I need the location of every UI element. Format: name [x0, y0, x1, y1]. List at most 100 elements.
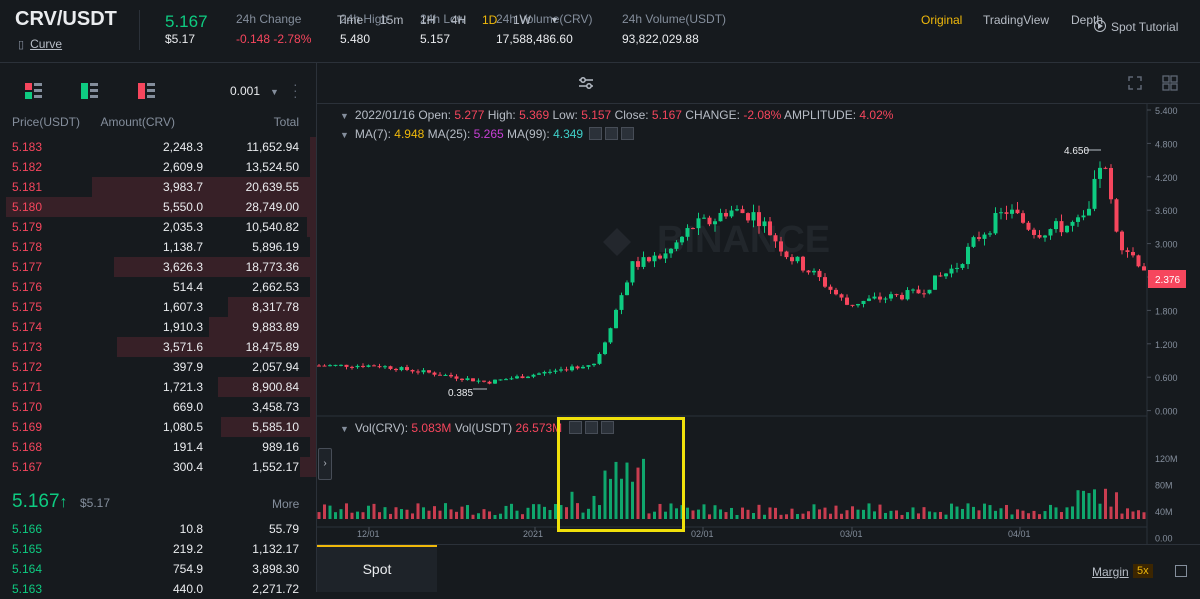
- indicator-settings-icon[interactable]: [605, 127, 619, 140]
- book-icon[interactable]: [1175, 565, 1187, 577]
- view-tradingview[interactable]: TradingView: [983, 13, 1050, 27]
- volume-bar: [889, 510, 893, 519]
- volume-bar: [829, 513, 832, 519]
- hide-indicator-icon[interactable]: [589, 127, 603, 140]
- interval-time[interactable]: Time: [337, 13, 364, 27]
- binance-watermark: BINANCE: [603, 219, 830, 261]
- bid-row[interactable]: 5.164 754.9 3,898.30: [0, 559, 316, 579]
- book-asks-only-icon[interactable]: [138, 83, 156, 99]
- candle-body: [1136, 255, 1141, 267]
- bid-row[interactable]: 5.165 219.2 1,132.17: [0, 539, 316, 559]
- candle-body: [779, 241, 783, 252]
- candle-body: [938, 275, 943, 277]
- interval-1h[interactable]: 1H: [420, 13, 436, 27]
- volume-bar: [444, 503, 447, 519]
- volume-bar: [856, 509, 860, 519]
- ask-row[interactable]: 5.173 3,571.6 18,475.89: [0, 337, 316, 357]
- remove-indicator-icon[interactable]: [600, 421, 614, 434]
- ask-row[interactable]: 5.177 3,626.3 18,773.36: [0, 257, 316, 277]
- ask-row[interactable]: 5.168 191.4 989.16: [0, 437, 316, 457]
- high-label: High:: [487, 108, 516, 122]
- price-chart[interactable]: BINANCE 5.4004.8004.2003.6003.0002.4001.…: [317, 104, 1200, 544]
- coin-name-link[interactable]: Curve: [30, 37, 63, 51]
- volume-bar: [1120, 513, 1124, 519]
- volume-bar: [884, 512, 887, 519]
- ask-row[interactable]: 5.175 1,607.3 8,317.78: [0, 297, 316, 317]
- ask-row[interactable]: 5.176 514.4 2,662.53: [0, 277, 316, 297]
- current-price-value: 5.167: [12, 491, 60, 512]
- candle-body: [878, 296, 882, 300]
- interval-1w[interactable]: 1W: [513, 13, 531, 27]
- volume-bar: [779, 514, 783, 519]
- more-vertical-icon[interactable]: · · ·: [293, 76, 298, 104]
- stat-value: 17,588,486.60: [496, 32, 573, 46]
- candle-body: [1098, 167, 1102, 179]
- collapse-caret-icon[interactable]: ▼: [340, 111, 349, 121]
- ask-row[interactable]: 5.167 300.4 1,552.17: [0, 457, 316, 477]
- depth-bar: [310, 397, 316, 417]
- more-intervals-caret-icon[interactable]: ▼: [550, 15, 559, 25]
- ask-row[interactable]: 5.180 5,550.0 28,749.00: [0, 197, 316, 217]
- view-depth[interactable]: Depth: [1071, 13, 1104, 27]
- amplitude-value: 4.02%: [859, 108, 894, 122]
- precision-value: 0.001: [230, 84, 261, 98]
- candle-body: [410, 369, 415, 372]
- candle-body: [740, 209, 745, 214]
- ask-row[interactable]: 5.172 397.9 2,057.94: [0, 357, 316, 377]
- candle-body: [355, 365, 360, 368]
- interval-1d[interactable]: 1D: [482, 13, 498, 27]
- collapse-caret-icon[interactable]: ▼: [340, 130, 349, 140]
- volume-bar: [499, 513, 502, 519]
- layout-grid-icon[interactable]: [1162, 75, 1178, 91]
- view-original[interactable]: Original: [921, 13, 963, 27]
- ask-price: 5.174: [12, 320, 43, 334]
- volume-bar: [1098, 503, 1102, 519]
- interval-15m[interactable]: 15m: [380, 13, 404, 27]
- book-both-sides-icon[interactable]: [25, 83, 43, 99]
- chart-settings-sliders-icon[interactable]: [578, 76, 594, 90]
- ask-row[interactable]: 5.181 3,983.7 20,639.55: [0, 177, 316, 197]
- bid-row[interactable]: 5.163 440.0 2,271.72: [0, 579, 316, 599]
- collapse-caret-icon[interactable]: ▼: [340, 424, 349, 434]
- remove-indicator-icon[interactable]: [621, 127, 635, 140]
- ma7-label: MA(7):: [354, 127, 391, 141]
- candle-body: [432, 372, 437, 375]
- ask-row[interactable]: 5.169 1,080.5 5,585.10: [0, 417, 316, 437]
- candle-body: [526, 376, 530, 379]
- precision-select[interactable]: 0.001 ▼: [230, 84, 279, 98]
- ask-row[interactable]: 5.179 2,035.3 10,540.82: [0, 217, 316, 237]
- fullscreen-icon[interactable]: [1127, 75, 1143, 91]
- indicator-settings-icon[interactable]: [584, 421, 598, 434]
- margin-link[interactable]: Margin: [1092, 565, 1129, 579]
- more-link[interactable]: More: [272, 497, 300, 511]
- bid-amount: 10.8: [179, 522, 203, 536]
- candle-body: [350, 366, 354, 368]
- hide-indicator-icon[interactable]: [568, 421, 582, 434]
- book-bids-only-icon[interactable]: [81, 83, 99, 99]
- ask-row[interactable]: 5.183 2,248.3 11,652.94: [0, 137, 316, 157]
- price-tick-label: 4.200: [1155, 173, 1178, 183]
- ask-total: 18,475.89: [245, 340, 299, 354]
- bid-row[interactable]: 5.166 10.8 55.79: [0, 519, 316, 539]
- ask-row[interactable]: 5.170 669.0 3,458.73: [0, 397, 316, 417]
- ask-row[interactable]: 5.174 1,910.3 9,883.89: [0, 317, 316, 337]
- pair-title[interactable]: CRV/USDT: [15, 8, 117, 30]
- time-tick-label: 04/01: [1008, 529, 1031, 539]
- volume-bar: [477, 513, 480, 519]
- coin-info-link[interactable]: ▯ Curve: [18, 37, 62, 51]
- volume-bar: [1010, 514, 1014, 519]
- volume-bar: [834, 505, 838, 519]
- caret-down-icon: ▼: [270, 87, 279, 97]
- volume-bar: [389, 513, 392, 519]
- ask-row[interactable]: 5.178 1,138.7 5,896.19: [0, 237, 316, 257]
- expand-panel-chevron-icon[interactable]: ›: [318, 448, 332, 480]
- ask-row[interactable]: 5.182 2,609.9 13,524.50: [0, 157, 316, 177]
- tab-spot[interactable]: Spot: [317, 545, 437, 592]
- candle-body: [1010, 209, 1014, 214]
- ask-row[interactable]: 5.171 1,721.3 8,900.84: [0, 377, 316, 397]
- interval-4h[interactable]: 4H: [451, 13, 467, 27]
- volume-bar: [372, 503, 376, 519]
- candle-body: [696, 218, 701, 229]
- candle-body: [944, 273, 948, 277]
- spot-tutorial-link[interactable]: Spot Tutorial: [1094, 20, 1178, 34]
